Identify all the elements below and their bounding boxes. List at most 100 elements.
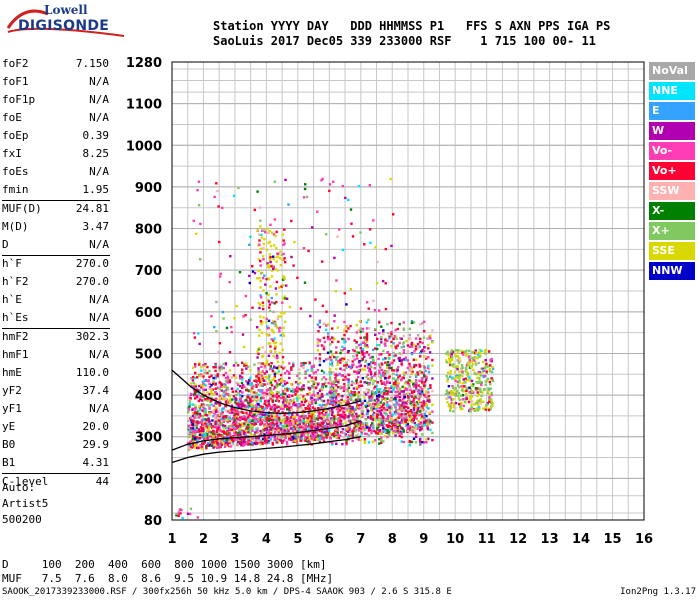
echo-point (236, 383, 240, 387)
echo-point (357, 369, 360, 372)
echo-point (267, 298, 270, 302)
echo-point (416, 389, 420, 392)
echo-point (349, 365, 352, 369)
echo-point (479, 390, 482, 394)
echo-point (283, 257, 286, 260)
y-tick-label: 300 (135, 431, 162, 446)
echo-point (351, 432, 355, 435)
echo-point (304, 407, 307, 410)
echo-point (351, 411, 354, 414)
echo-point (275, 414, 279, 417)
echo-point (265, 394, 268, 397)
echo-point (359, 343, 362, 346)
echo-point (456, 380, 459, 383)
echo-point (337, 407, 340, 410)
echo-point (386, 397, 389, 400)
echo-point (367, 427, 371, 430)
echo-point (259, 396, 263, 400)
muf-table: D 100 200 400 600 800 1000 1500 3000 [km… (2, 558, 333, 586)
echo-point (273, 373, 277, 376)
echo-point (239, 433, 242, 436)
echo-point (188, 434, 192, 438)
echo-point (242, 315, 245, 318)
echo-point (402, 341, 405, 344)
auto-software: Artist5 (2, 497, 49, 510)
scaled-parameters-panel: foF2 7.150 foF1 N/A foF1p N/A foE N/A foEp 0.39 fx… (2, 56, 162, 492)
echo-point (488, 369, 492, 373)
echo-point (299, 439, 303, 442)
echo-point (302, 409, 305, 413)
profile-curves (171, 369, 361, 464)
echo-point (374, 439, 377, 442)
echo-point (322, 383, 326, 386)
echo-point (349, 287, 353, 291)
echo-point (364, 424, 368, 427)
echo-point (349, 324, 352, 328)
echo-point (491, 379, 495, 383)
echo-point (414, 432, 418, 436)
echo-point (175, 512, 178, 515)
echo-point (470, 379, 474, 383)
echo-point (286, 369, 289, 373)
echo-point (309, 420, 312, 424)
echo-point (191, 437, 195, 441)
echo-point (190, 421, 193, 424)
echo-point (410, 320, 414, 323)
echo-point (273, 407, 277, 411)
echo-point (357, 382, 360, 386)
echo-point (326, 418, 329, 421)
echo-point (239, 441, 242, 444)
echo-point (392, 430, 395, 433)
echo-point (331, 327, 334, 330)
echo-point (414, 406, 418, 409)
echo-point (248, 243, 251, 246)
echo-point (334, 372, 338, 376)
echo-point (283, 435, 286, 438)
echo-point (241, 417, 244, 421)
echo-point (230, 411, 234, 414)
echo-point (372, 407, 375, 410)
echo-point (461, 351, 464, 355)
echo-point (272, 257, 275, 261)
echo-point (388, 366, 391, 370)
echo-point (423, 350, 426, 353)
echo-point (388, 335, 391, 338)
echo-point (355, 351, 358, 354)
echo-point (222, 427, 225, 430)
echo-point (361, 368, 364, 371)
echo-point (361, 429, 365, 432)
echo-point (232, 420, 236, 424)
echo-point (278, 438, 281, 442)
echo-point (291, 413, 294, 416)
echo-point (255, 395, 258, 399)
echo-point (361, 357, 365, 361)
echo-point (294, 389, 297, 393)
echo-point (344, 375, 347, 378)
echo-point (376, 403, 379, 406)
echo-point (394, 424, 397, 427)
echo-point (283, 312, 286, 315)
echo-point (281, 431, 284, 434)
echo-point (388, 353, 391, 356)
echo-point (406, 429, 410, 432)
echo-point (196, 189, 199, 192)
echo-point (402, 429, 405, 432)
echo-point (230, 325, 233, 329)
echo-point (269, 260, 272, 264)
echo-point (402, 334, 405, 338)
echo-point (260, 383, 263, 386)
echo-point (334, 391, 337, 394)
echo-point (412, 393, 415, 397)
echo-point (398, 434, 401, 437)
echo-point (218, 369, 221, 372)
echo-point (331, 411, 334, 414)
echo-point (213, 195, 216, 199)
param-row: M(D) 3.47 (2, 219, 162, 237)
echo-point (423, 416, 426, 419)
echo-point (380, 413, 383, 416)
echo-point (307, 438, 311, 442)
echo-point (269, 395, 272, 399)
echo-point (316, 323, 320, 326)
echo-point (410, 440, 414, 444)
echo-point (222, 394, 225, 398)
